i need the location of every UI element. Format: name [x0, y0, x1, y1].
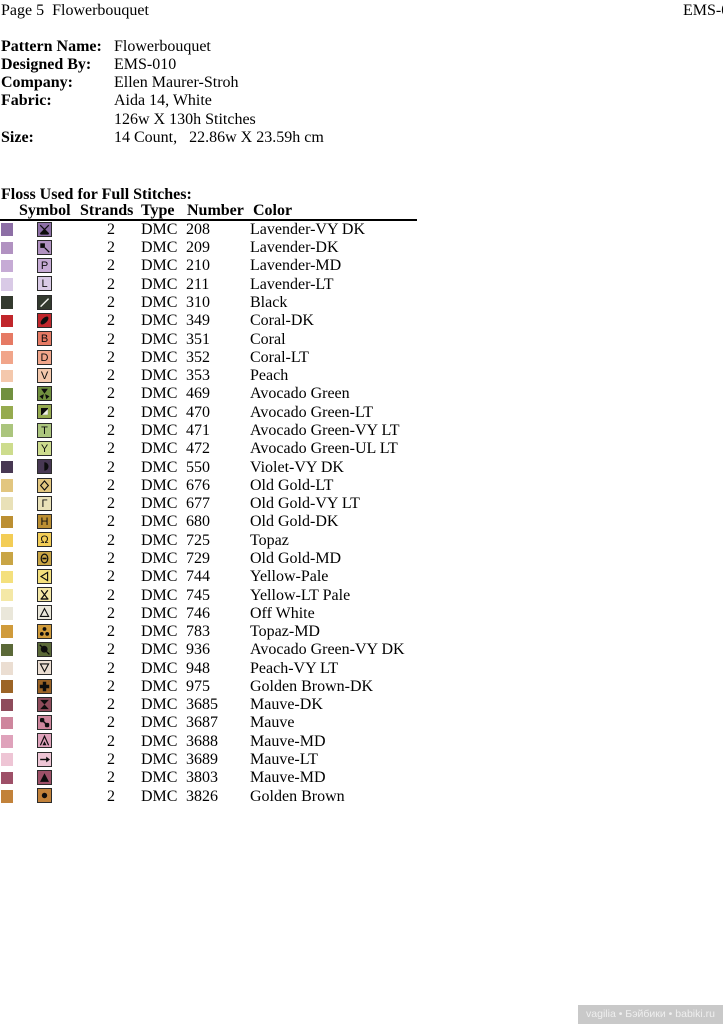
- svg-text:Γ: Γ: [41, 498, 47, 510]
- svg-text:D: D: [41, 352, 49, 364]
- svg-text:H: H: [41, 516, 49, 528]
- svg-text:Ω: Ω: [40, 534, 48, 546]
- svg-text:P: P: [41, 260, 48, 272]
- svg-text:Y: Y: [41, 443, 49, 455]
- svg-text:B: B: [41, 333, 48, 345]
- svg-text:L: L: [41, 278, 47, 290]
- svg-text:T: T: [41, 425, 48, 437]
- svg-text:V: V: [41, 370, 49, 382]
